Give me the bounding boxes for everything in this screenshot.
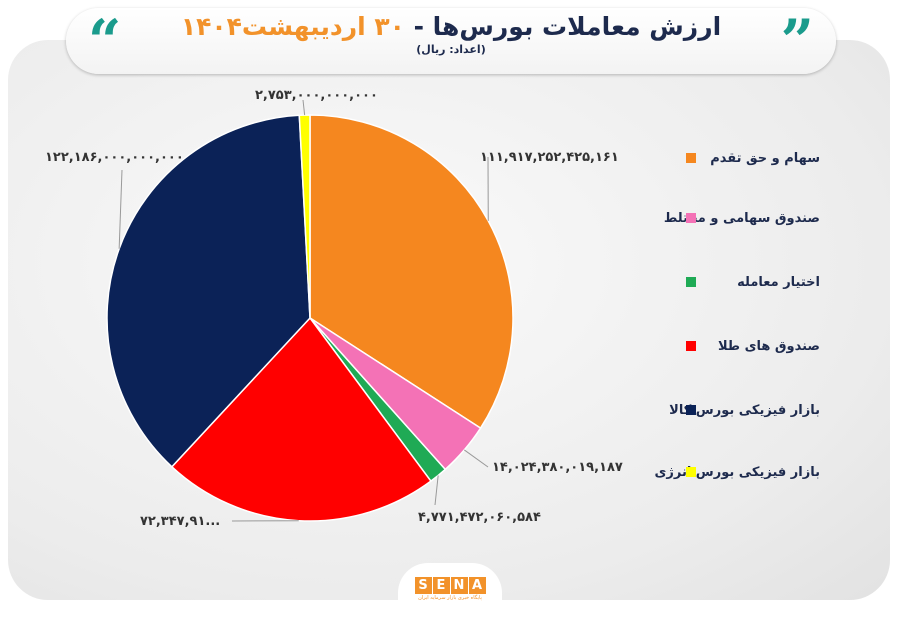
data-label: ۱۱۱,۹۱۷,۲۵۲,۴۲۵,۱۶۱ [480, 150, 619, 165]
legend-label: صندوق های طلا [717, 338, 820, 354]
legend-label: اختیار معامله [737, 274, 820, 290]
legend-label: بازار فیزیکی بورس انرژی [654, 464, 820, 480]
pie-slice [106, 114, 311, 468]
legend-item: سهام و حق تقدم [680, 148, 820, 168]
legend-swatch [686, 153, 696, 163]
data-label: ۱۴,۰۲۴,۳۸۰,۰۱۹,۱۸۷ [492, 460, 623, 475]
legend-item: بازار فیزیکی بورس انرژی [654, 462, 820, 482]
chart-subtitle: (اعداد: ریال) [416, 43, 486, 56]
legend-item: صندوق های طلا [680, 336, 820, 356]
quote-close-icon: ” [780, 7, 814, 75]
leader-line [118, 169, 123, 249]
legend-swatch [686, 277, 696, 287]
data-label: ۷۲,۳۴۷,۹۱... [140, 514, 221, 529]
quote-open-icon: “ [88, 7, 122, 75]
legend-label: بازار فیزیکی بورس کالا [669, 402, 820, 418]
data-label: ۱۲۲,۱۸۶,۰۰۰,۰۰۰,۰۰۰ [45, 150, 184, 165]
legend-label: سهام و حق تقدم [710, 150, 820, 166]
pie-slice [309, 114, 514, 430]
leader-line [463, 449, 489, 468]
leader-line [434, 475, 439, 506]
chart-title: ارزش معاملات بورس‌ها - ۳۰ اردیبهشت۱۴۰۴ [180, 12, 722, 41]
legend-label: صندوق سهامی و مختلط [663, 210, 820, 226]
pie-slice [170, 316, 432, 522]
leader-line [302, 99, 306, 116]
legend-item: اختیار معامله [680, 272, 820, 292]
title-banner: ارزش معاملات بورس‌ها - ۳۰ اردیبهشت۱۴۰۴ (… [66, 8, 836, 74]
legend-swatch [686, 341, 696, 351]
legend-swatch [686, 213, 696, 223]
legend-swatch [686, 467, 696, 477]
data-label: ۲,۷۵۳,۰۰۰,۰۰۰,۰۰۰ [255, 88, 378, 103]
legend-item: بازار فیزیکی بورس کالا [669, 400, 820, 420]
legend-item: صندوق سهامی و مختلط [664, 208, 820, 228]
legend-swatch [686, 405, 696, 415]
data-label: ۴,۷۷۱,۴۷۲,۰۶۰,۵۸۴ [418, 510, 541, 525]
